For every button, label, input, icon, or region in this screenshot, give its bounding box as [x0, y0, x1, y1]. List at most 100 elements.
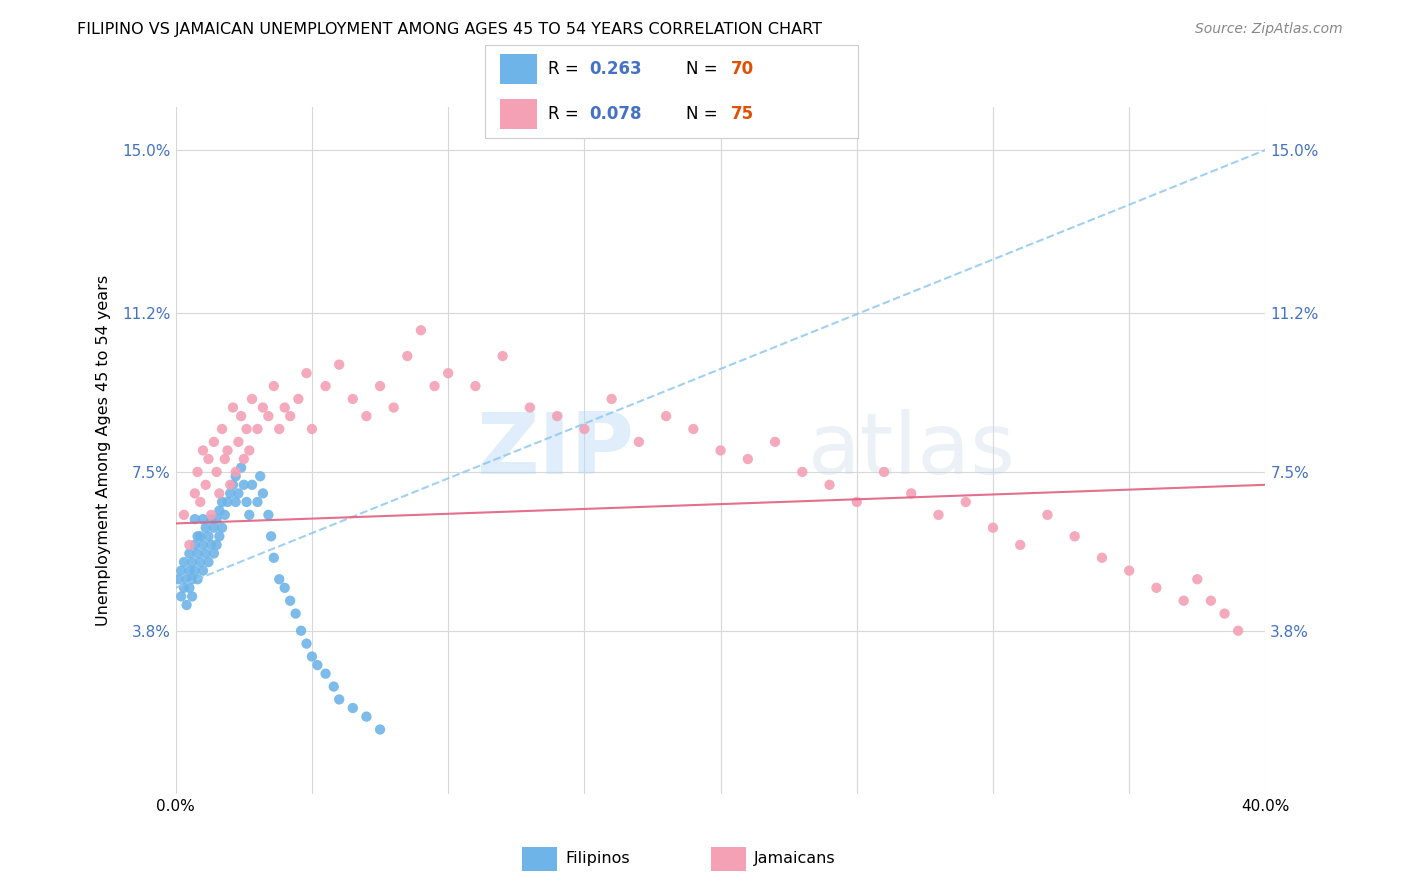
Point — [173, 581, 195, 595]
Point — [176, 572, 198, 586]
Point — [1213, 607, 1236, 621]
Point — [257, 409, 280, 424]
Point — [274, 581, 297, 595]
Text: atlas: atlas — [807, 409, 1015, 492]
Point — [328, 692, 350, 706]
Point — [211, 422, 233, 436]
Point — [269, 422, 291, 436]
Point — [600, 392, 623, 406]
Point — [356, 709, 378, 723]
Point — [900, 486, 922, 500]
Point — [519, 401, 541, 415]
Point — [763, 434, 786, 449]
Point — [437, 366, 460, 380]
Point — [710, 443, 733, 458]
Point — [208, 529, 231, 543]
Point — [167, 572, 190, 586]
Point — [263, 550, 285, 565]
Point — [202, 434, 225, 449]
Point — [232, 452, 254, 467]
Point — [627, 434, 650, 449]
Text: ZIP: ZIP — [475, 409, 633, 492]
Point — [1199, 593, 1222, 607]
Point — [179, 538, 201, 552]
Point — [382, 401, 405, 415]
Point — [205, 512, 228, 526]
Point — [217, 443, 239, 458]
Bar — [501, 54, 537, 84]
Point — [208, 486, 231, 500]
Point — [295, 366, 318, 380]
Point — [225, 465, 247, 479]
Text: N =: N = — [686, 105, 723, 123]
Point — [322, 680, 344, 694]
Point — [368, 723, 391, 737]
Point — [328, 358, 350, 372]
Point — [188, 529, 211, 543]
Point — [260, 529, 283, 543]
Point — [423, 379, 446, 393]
Point — [1118, 564, 1140, 578]
Point — [173, 508, 195, 522]
Point — [278, 593, 301, 607]
Text: R =: R = — [548, 60, 585, 78]
Point — [492, 349, 515, 363]
Point — [186, 465, 209, 479]
Point — [464, 379, 486, 393]
Text: 0.263: 0.263 — [589, 60, 643, 78]
Point — [263, 379, 285, 393]
Text: 0.078: 0.078 — [589, 105, 643, 123]
Bar — [711, 847, 747, 871]
Point — [228, 434, 250, 449]
Point — [184, 564, 207, 578]
Point — [176, 598, 198, 612]
Bar — [522, 847, 557, 871]
Point — [186, 572, 209, 586]
Text: 70: 70 — [731, 60, 754, 78]
Point — [269, 572, 291, 586]
Point — [546, 409, 568, 424]
Point — [205, 465, 228, 479]
Text: Jamaicans: Jamaicans — [754, 851, 835, 866]
Point — [315, 379, 337, 393]
Point — [202, 546, 225, 561]
Point — [249, 469, 271, 483]
Point — [682, 422, 704, 436]
Point — [295, 637, 318, 651]
Point — [235, 422, 257, 436]
Point — [186, 546, 209, 561]
Point — [238, 508, 260, 522]
Point — [188, 495, 211, 509]
Point — [873, 465, 896, 479]
Point — [214, 452, 236, 467]
Point — [219, 478, 242, 492]
Point — [173, 555, 195, 569]
Point — [208, 503, 231, 517]
Point — [228, 486, 250, 500]
Point — [184, 538, 207, 552]
Point — [342, 701, 364, 715]
Point — [181, 555, 204, 569]
Point — [191, 512, 214, 526]
Point — [301, 422, 323, 436]
Bar — [501, 99, 537, 129]
Point — [225, 495, 247, 509]
Point — [290, 624, 312, 638]
Point — [284, 607, 307, 621]
Point — [1063, 529, 1085, 543]
Point — [845, 495, 868, 509]
Point — [278, 409, 301, 424]
Point — [205, 538, 228, 552]
Point — [257, 508, 280, 522]
Point — [181, 590, 204, 604]
Point — [235, 495, 257, 509]
Point — [211, 521, 233, 535]
Point — [214, 508, 236, 522]
Y-axis label: Unemployment Among Ages 45 to 54 years: Unemployment Among Ages 45 to 54 years — [97, 275, 111, 626]
Point — [238, 443, 260, 458]
Point — [574, 422, 596, 436]
Point — [342, 392, 364, 406]
Point — [194, 521, 217, 535]
Point — [217, 495, 239, 509]
Point — [194, 546, 217, 561]
